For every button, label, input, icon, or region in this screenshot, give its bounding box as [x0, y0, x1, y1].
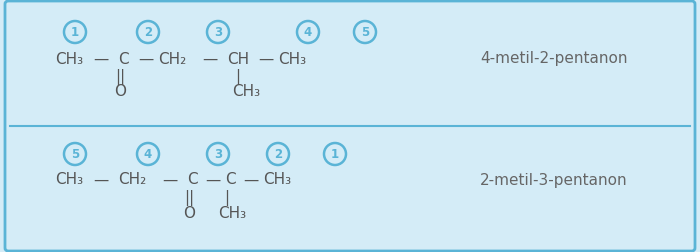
- Text: |: |: [235, 69, 241, 85]
- Text: 4: 4: [304, 25, 312, 39]
- Text: 2: 2: [144, 25, 152, 39]
- Text: CH₃: CH₃: [278, 51, 306, 67]
- Text: CH₂: CH₂: [158, 51, 186, 67]
- Text: O: O: [183, 206, 195, 222]
- Text: C: C: [118, 51, 129, 67]
- Text: 2: 2: [274, 147, 282, 161]
- Text: —: —: [138, 51, 153, 67]
- Circle shape: [207, 21, 229, 43]
- Text: C: C: [225, 173, 236, 187]
- Circle shape: [207, 143, 229, 165]
- Text: 1: 1: [331, 147, 339, 161]
- Text: 4: 4: [144, 147, 152, 161]
- Text: CH: CH: [227, 51, 249, 67]
- Text: |: |: [225, 190, 230, 206]
- Text: CH₂: CH₂: [118, 173, 146, 187]
- Text: O: O: [114, 84, 126, 100]
- Text: 4-metil-2-pentanon: 4-metil-2-pentanon: [480, 51, 627, 67]
- Text: —: —: [93, 173, 108, 187]
- Text: —: —: [205, 173, 220, 187]
- Text: ||: ||: [115, 69, 125, 85]
- Circle shape: [64, 21, 86, 43]
- Text: 1: 1: [71, 25, 79, 39]
- Text: CH₃: CH₃: [218, 206, 246, 222]
- Text: CH₃: CH₃: [232, 84, 260, 100]
- Circle shape: [137, 21, 159, 43]
- Circle shape: [267, 143, 289, 165]
- Text: CH₃: CH₃: [55, 51, 83, 67]
- Text: 3: 3: [214, 147, 222, 161]
- Text: —: —: [258, 51, 273, 67]
- Circle shape: [297, 21, 319, 43]
- Circle shape: [64, 143, 86, 165]
- Text: —: —: [162, 173, 177, 187]
- Text: —: —: [93, 51, 108, 67]
- Circle shape: [137, 143, 159, 165]
- Text: 2-metil-3-pentanon: 2-metil-3-pentanon: [480, 173, 628, 187]
- FancyBboxPatch shape: [5, 1, 695, 251]
- Text: 5: 5: [361, 25, 369, 39]
- Text: 3: 3: [214, 25, 222, 39]
- Text: ||: ||: [184, 190, 194, 206]
- Circle shape: [354, 21, 376, 43]
- Text: CH₃: CH₃: [263, 173, 291, 187]
- Text: C: C: [187, 173, 197, 187]
- Text: —: —: [243, 173, 258, 187]
- Circle shape: [324, 143, 346, 165]
- Text: CH₃: CH₃: [55, 173, 83, 187]
- Text: 5: 5: [71, 147, 79, 161]
- Text: —: —: [202, 51, 217, 67]
